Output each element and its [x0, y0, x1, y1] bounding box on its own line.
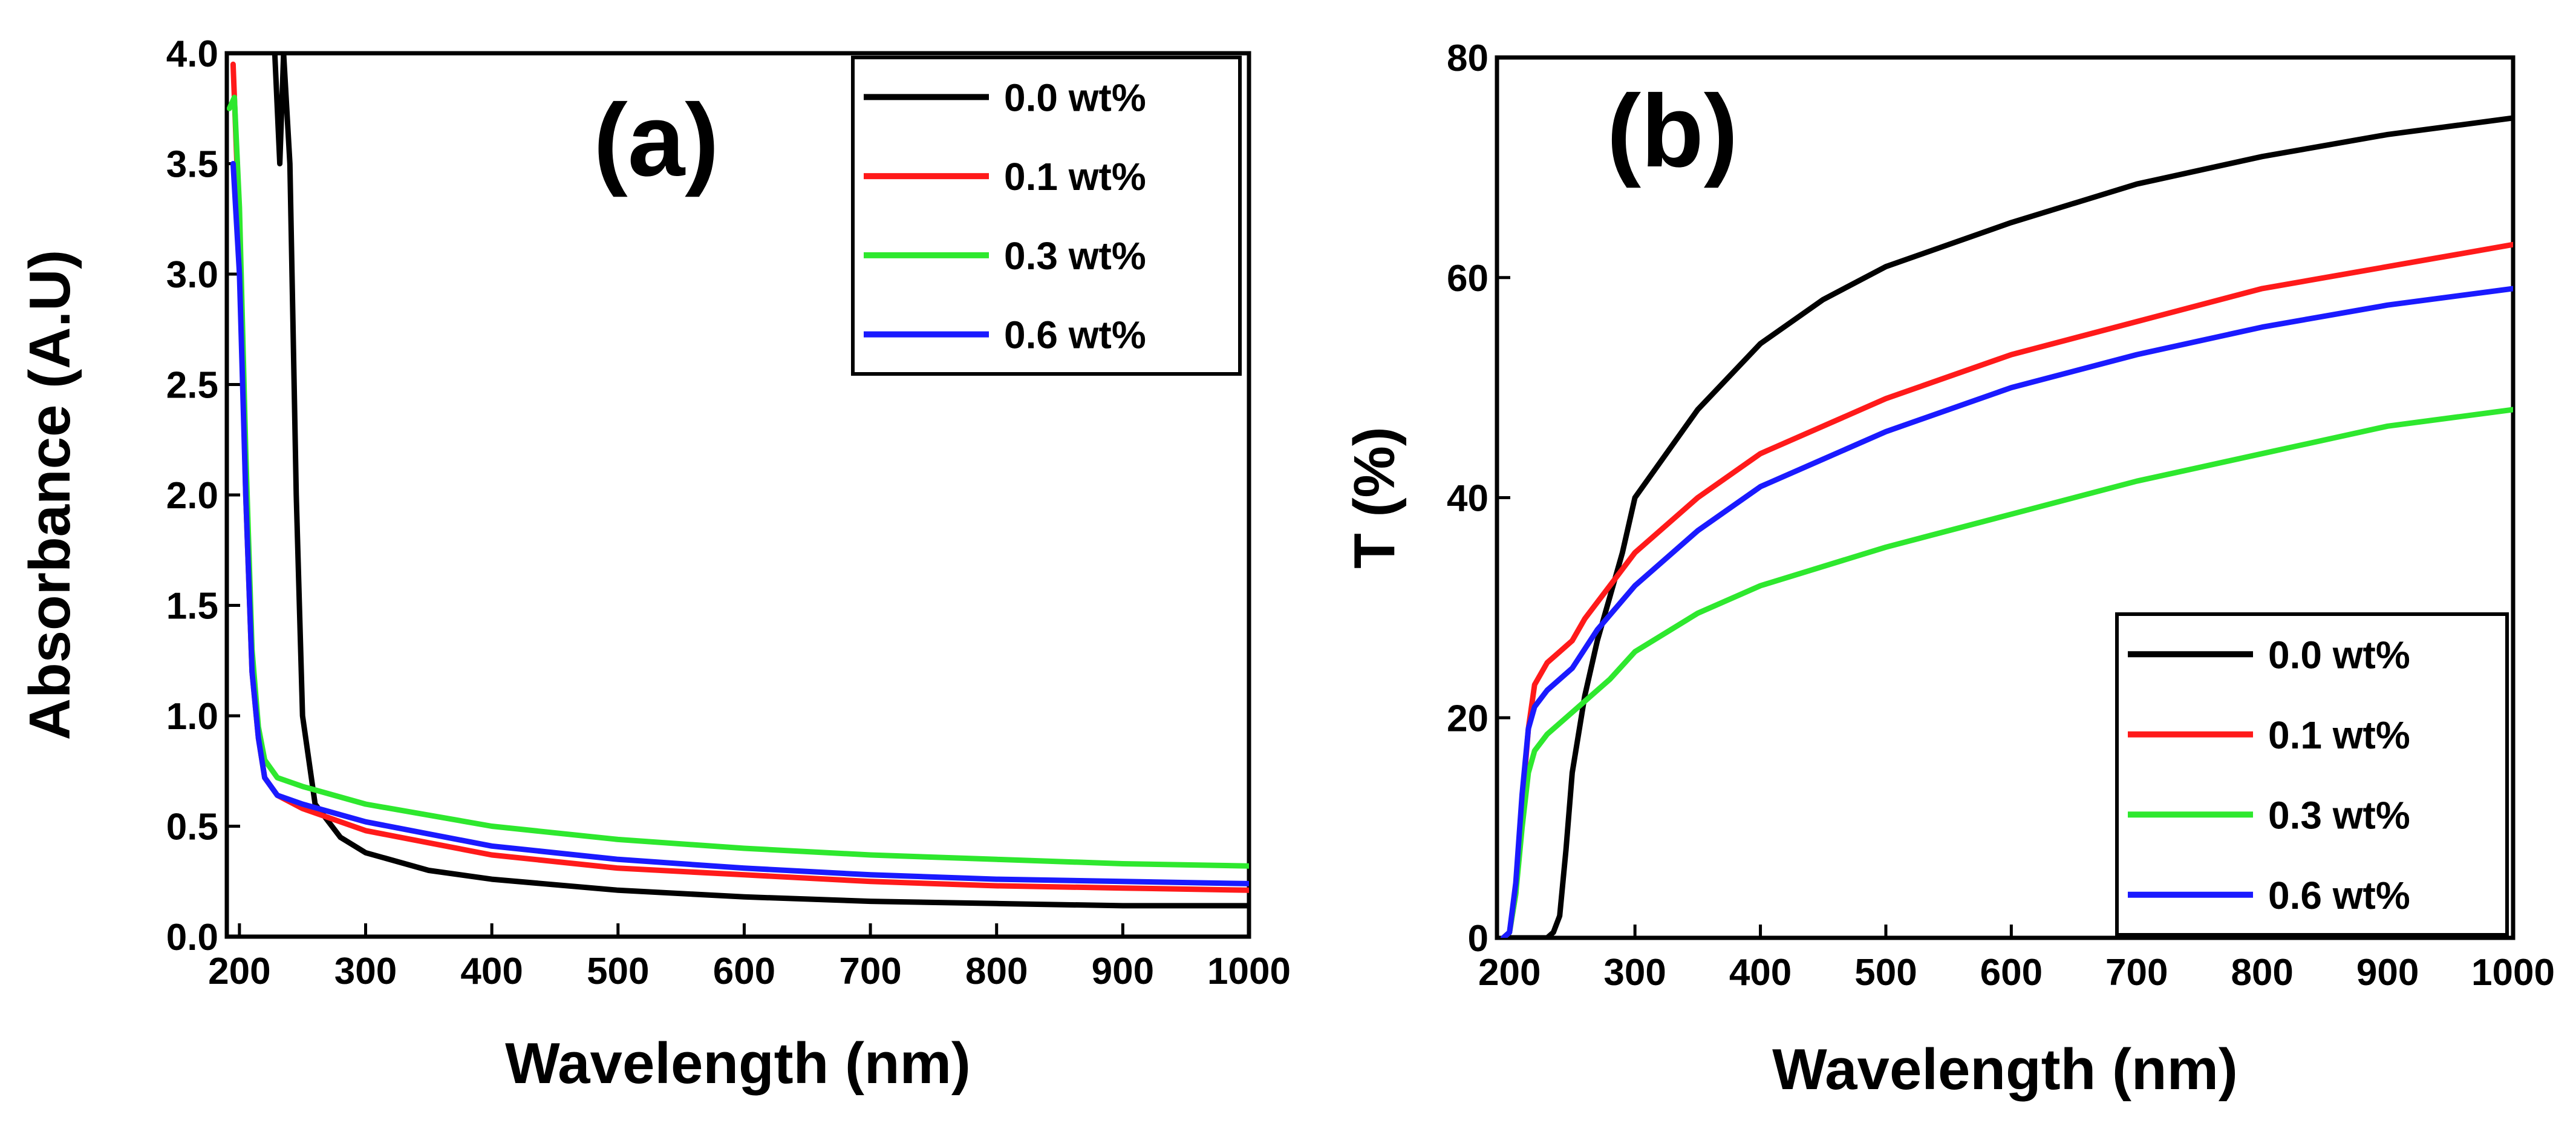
legend-label: 0.1 wt% [2268, 713, 2410, 757]
y-tick-label: 80 [1447, 38, 1489, 79]
x-tick-label: 700 [839, 951, 901, 992]
y-tick-label: 60 [1447, 258, 1489, 300]
x-tick-label: 600 [713, 951, 775, 992]
legend-label: 0.0 wt% [1004, 76, 1146, 119]
x-tick-label: 900 [2356, 952, 2419, 994]
series-line-00 [272, 53, 1249, 909]
y-tick-label: 3.5 [166, 144, 218, 186]
x-tick-label: 1000 [2471, 952, 2555, 994]
x-tick-label: 400 [1729, 952, 1792, 994]
legend-label: 0.6 wt% [1004, 313, 1146, 357]
series-line-06 [1500, 286, 2513, 938]
x-axis-title: Wavelength (nm) [1772, 1037, 2238, 1102]
y-tick-label: 1.5 [166, 586, 218, 627]
y-tick-label: 20 [1447, 698, 1489, 739]
x-tick-label: 500 [1854, 952, 1917, 994]
chart-panel-a: 200 300 400 500 600 700 800 900 1000 0.0 0.5 1.0 1.5… [18, 33, 1291, 1096]
x-tick-label: 700 [2105, 952, 2168, 994]
x-tick-label: 400 [460, 951, 523, 992]
legend-box [851, 56, 1242, 376]
y-tick-label: 2.5 [166, 365, 218, 407]
x-tick-label: 300 [1603, 952, 1666, 994]
panel-label: (a) [593, 83, 719, 198]
legend: 0.0 wt% 0.1 wt% 0.3 wt% 0.6 wt% [851, 56, 1242, 376]
legend-label: 0.0 wt% [2268, 633, 2410, 676]
y-tick-label: 1.0 [166, 696, 218, 738]
x-tick-label: 500 [587, 951, 649, 992]
legend-box [2115, 612, 2509, 937]
y-axis-title: Absorbance (A.U) [18, 250, 82, 741]
legend-label: 0.3 wt% [1004, 234, 1146, 278]
series-line-00 [1500, 115, 2513, 938]
x-tick-label: 200 [1478, 952, 1541, 994]
x-axis-title: Wavelength (nm) [505, 1031, 971, 1096]
y-tick-label: 4.0 [166, 33, 218, 75]
x-tick-label: 600 [1980, 952, 2043, 994]
legend-label: 0.3 wt% [2268, 793, 2410, 837]
chart-panel-b: 200 300 400 500 600 700 800 900 1000 0 20 40 60 80 Wav… [1342, 38, 2555, 1102]
y-axis-title: T (%) [1342, 427, 1407, 569]
x-tick-label: 200 [208, 951, 270, 992]
series-line-06 [230, 161, 1249, 886]
x-tick-label: 800 [965, 951, 1028, 992]
legend-label: 0.6 wt% [2268, 874, 2410, 917]
x-tick-label: 900 [1092, 951, 1154, 992]
y-tick-label: 0.5 [166, 807, 218, 848]
x-tick-label: 800 [2231, 952, 2293, 994]
y-tick-label: 3.0 [166, 254, 218, 296]
x-tick-label: 1000 [1207, 951, 1291, 992]
legend-label: 0.1 wt% [1004, 155, 1146, 198]
y-tick-label: 2.0 [166, 475, 218, 517]
y-tick-label: 0 [1468, 918, 1489, 960]
legend: 0.0 wt% 0.1 wt% 0.3 wt% 0.6 wt% [2115, 612, 2509, 937]
y-tick-label: 0.0 [166, 917, 218, 958]
panel-label: (b) [1606, 74, 1738, 189]
y-tick-label: 40 [1447, 478, 1489, 520]
x-tick-label: 300 [334, 951, 397, 992]
